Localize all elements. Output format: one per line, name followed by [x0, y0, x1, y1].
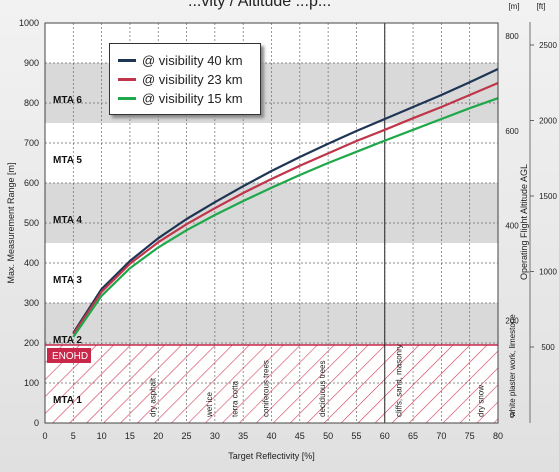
x-tick-label: 65 [408, 431, 418, 441]
material-label-6: cliffs, sand, masonry [395, 344, 404, 417]
series-line-1 [72, 68, 499, 334]
y-axis-title: Max. Measurement Range [m] [6, 162, 16, 283]
right-m-tick: 600 [505, 127, 519, 136]
right-m-tick: 0 [510, 411, 515, 420]
material-label-7: dry snow [477, 385, 486, 417]
legend: @ visibility 40 km @ visibility 23 km @ … [109, 43, 261, 115]
y-tick-label: 500 [24, 218, 39, 228]
right-m-tick: 400 [505, 222, 519, 231]
right-ft-tick: 1000 [539, 268, 557, 277]
x-tick-label: 60 [380, 431, 390, 441]
right-ft-tick: 2000 [539, 117, 557, 126]
y-tick-label: 0 [34, 418, 39, 428]
legend-item-15km: @ visibility 15 km [118, 88, 243, 108]
enohd-label: ENOHD [52, 351, 88, 362]
x-tick-label: 40 [266, 431, 276, 441]
legend-swatch-23km [118, 77, 136, 81]
x-tick-label: 80 [493, 431, 503, 441]
y-tick-label: 300 [24, 298, 39, 308]
x-tick-label: 10 [97, 431, 107, 441]
legend-label-15km: @ visibility 15 km [142, 90, 243, 106]
mta-label-5: MTA 5 [53, 155, 82, 166]
y-tick-label: 200 [24, 338, 39, 348]
right-axis-title: Operating Flight Altitude AGL [519, 164, 529, 280]
legend-label-40km: @ visibility 40 km [142, 52, 243, 68]
material-label-4: coniferous trees [262, 360, 271, 417]
right-m-tick: 800 [505, 32, 519, 41]
mta-label-4: MTA 4 [53, 215, 82, 226]
mta-label-3: MTA 3 [53, 275, 82, 286]
series-line-3 [72, 97, 499, 338]
y-tick-label: 900 [24, 58, 39, 68]
material-label-3: terra cotta [230, 380, 239, 417]
legend-item-40km: @ visibility 40 km [118, 50, 243, 70]
enohd-label-box [47, 348, 91, 363]
x-tick-label: 35 [238, 431, 248, 441]
x-tick-label: 0 [42, 431, 47, 441]
x-tick-label: 20 [153, 431, 163, 441]
legend-swatch-15km [118, 96, 136, 100]
mta-label-2: MTA 2 [53, 335, 82, 346]
series-line-2 [72, 81, 499, 335]
mta-label-1: MTA 1 [53, 395, 82, 406]
legend-swatch-40km [118, 58, 136, 62]
x-axis-title: Target Reflectivity [%] [228, 451, 315, 461]
y-tick-label: 800 [24, 98, 39, 108]
material-label-2: wet ice [205, 392, 214, 418]
right-ft-tick: 2500 [539, 41, 557, 50]
right-ft-tick: 1500 [539, 192, 557, 201]
material-label-8: white plaster work, limestone [508, 314, 517, 418]
right-unit-ft: [ft] [537, 2, 546, 11]
right-ft-tick: 500 [541, 343, 555, 352]
legend-item-23km: @ visibility 23 km [118, 69, 243, 89]
material-label-5: deciduous trees [318, 361, 327, 417]
material-label-1: dry asphalt [148, 377, 157, 417]
chart-title-fragment: ...vity / Altitude ...p... [188, 0, 332, 10]
y-tick-label: 100 [24, 378, 39, 388]
x-tick-label: 55 [351, 431, 361, 441]
x-tick-label: 45 [295, 431, 305, 441]
x-tick-label: 15 [125, 431, 135, 441]
y-tick-label: 1000 [19, 18, 39, 28]
x-tick-label: 30 [210, 431, 220, 441]
mta-label-6: MTA 6 [53, 95, 82, 106]
right-m-tick: 200 [505, 316, 519, 325]
x-tick-label: 70 [436, 431, 446, 441]
y-tick-label: 700 [24, 138, 39, 148]
right-unit-m: [m] [508, 2, 519, 11]
x-tick-label: 50 [323, 431, 333, 441]
y-tick-label: 400 [24, 258, 39, 268]
plot-border [44, 22, 499, 424]
y-tick-label: 600 [24, 178, 39, 188]
x-tick-label: 5 [71, 431, 76, 441]
x-tick-label: 25 [182, 431, 192, 441]
legend-label-23km: @ visibility 23 km [142, 71, 243, 87]
x-tick-label: 75 [465, 431, 475, 441]
